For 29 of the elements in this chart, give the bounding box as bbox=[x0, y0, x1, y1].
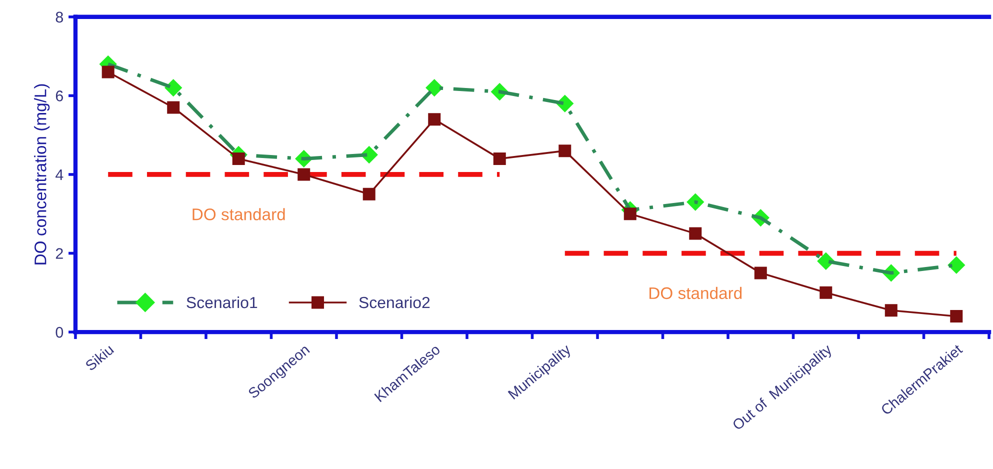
y-tick-label: 6 bbox=[56, 90, 63, 102]
point bbox=[298, 168, 310, 181]
point bbox=[820, 286, 832, 299]
point bbox=[558, 144, 572, 158]
point bbox=[102, 66, 114, 78]
point bbox=[167, 101, 180, 114]
y-tick-label: 4 bbox=[56, 169, 64, 180]
y-tick-label: 8 bbox=[56, 12, 63, 23]
point bbox=[164, 78, 182, 97]
x-tick-label: Sikiu bbox=[84, 344, 114, 372]
legend-label: Scenario2 bbox=[359, 296, 430, 308]
point bbox=[426, 78, 444, 97]
point bbox=[428, 113, 441, 126]
point bbox=[624, 208, 636, 220]
annotation: DO standard bbox=[192, 208, 285, 220]
point bbox=[754, 266, 767, 280]
y-tick-label: 2 bbox=[56, 248, 63, 259]
point bbox=[950, 310, 963, 323]
point bbox=[884, 304, 898, 317]
annotation: DO standard bbox=[650, 286, 742, 300]
legend-label: Scenario1 bbox=[186, 296, 258, 308]
y-axis-title: DO concentration (mg/L) bbox=[34, 84, 50, 264]
point bbox=[948, 256, 966, 274]
point bbox=[686, 193, 704, 211]
point bbox=[689, 227, 702, 240]
point bbox=[362, 188, 376, 200]
point bbox=[493, 152, 506, 165]
point bbox=[232, 152, 245, 165]
y-tick-label: 0 bbox=[56, 326, 64, 338]
